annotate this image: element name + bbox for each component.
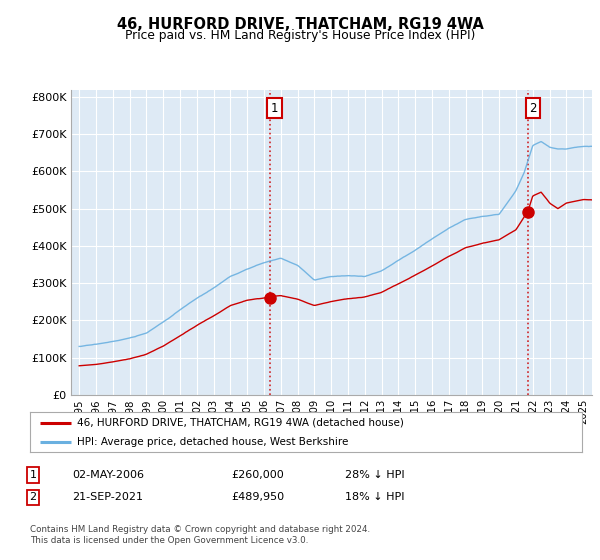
Text: Price paid vs. HM Land Registry's House Price Index (HPI): Price paid vs. HM Land Registry's House … xyxy=(125,29,475,42)
Text: 1: 1 xyxy=(29,470,37,480)
Text: HPI: Average price, detached house, West Berkshire: HPI: Average price, detached house, West… xyxy=(77,437,348,447)
Text: 02-MAY-2006: 02-MAY-2006 xyxy=(72,470,144,480)
Text: 28% ↓ HPI: 28% ↓ HPI xyxy=(345,470,404,480)
Text: 46, HURFORD DRIVE, THATCHAM, RG19 4WA: 46, HURFORD DRIVE, THATCHAM, RG19 4WA xyxy=(116,17,484,32)
Text: £489,950: £489,950 xyxy=(231,492,284,502)
Text: Contains HM Land Registry data © Crown copyright and database right 2024.
This d: Contains HM Land Registry data © Crown c… xyxy=(30,525,370,545)
Text: 1: 1 xyxy=(271,102,278,115)
Text: 46, HURFORD DRIVE, THATCHAM, RG19 4WA (detached house): 46, HURFORD DRIVE, THATCHAM, RG19 4WA (d… xyxy=(77,418,404,428)
Text: 2: 2 xyxy=(29,492,37,502)
Text: 2: 2 xyxy=(529,102,537,115)
Text: £260,000: £260,000 xyxy=(231,470,284,480)
Text: 21-SEP-2021: 21-SEP-2021 xyxy=(72,492,143,502)
Text: 18% ↓ HPI: 18% ↓ HPI xyxy=(345,492,404,502)
